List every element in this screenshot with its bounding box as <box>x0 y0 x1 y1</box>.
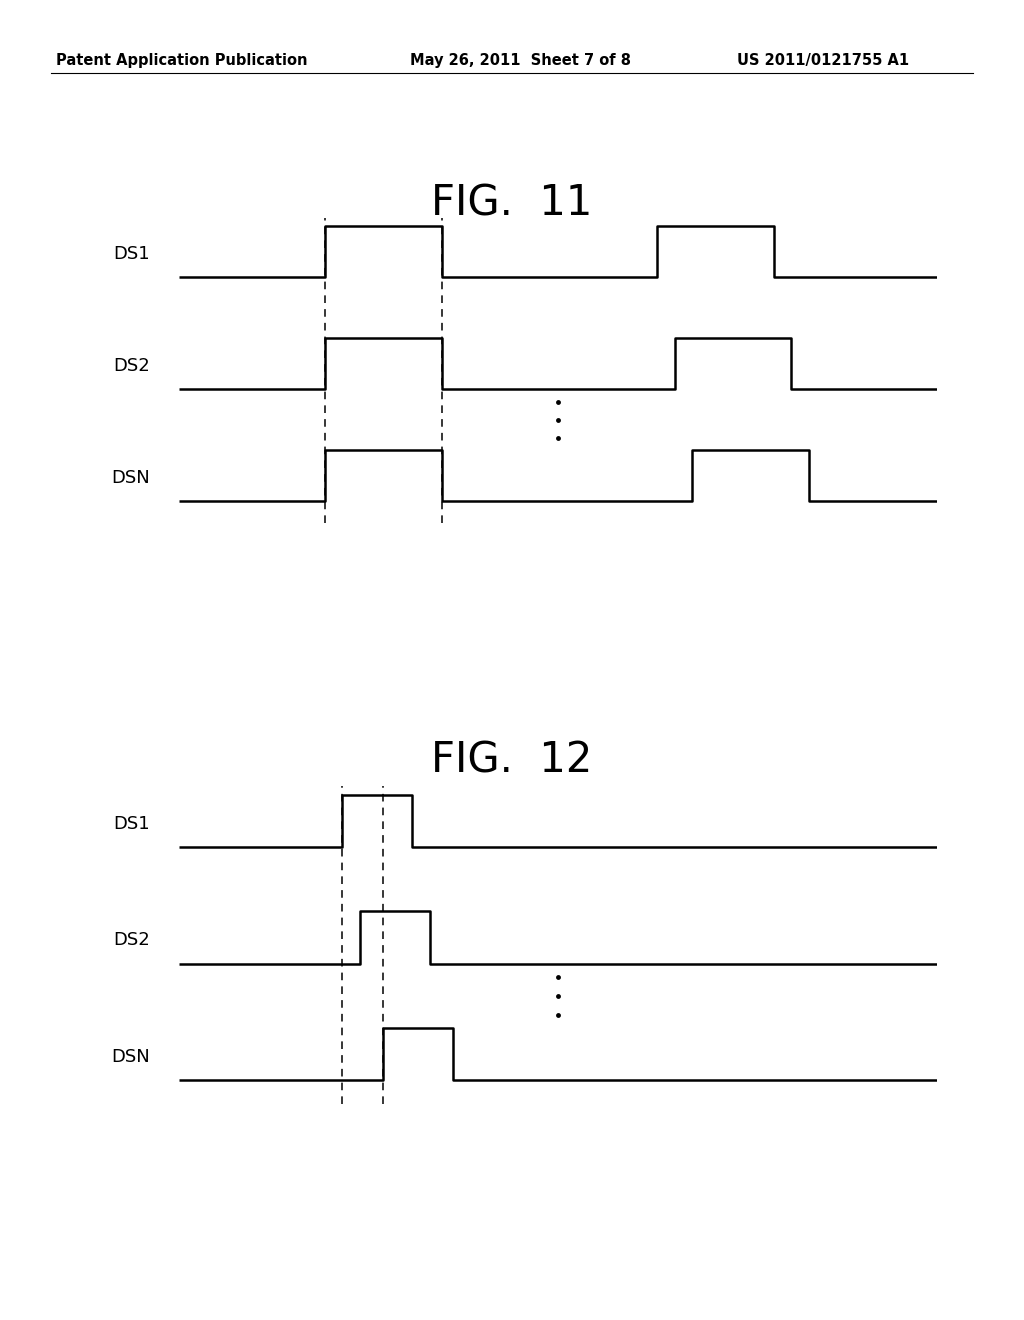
Text: DS2: DS2 <box>114 931 151 949</box>
Text: DSN: DSN <box>112 469 151 487</box>
Text: May 26, 2011  Sheet 7 of 8: May 26, 2011 Sheet 7 of 8 <box>410 53 631 67</box>
Text: DSN: DSN <box>112 1048 151 1065</box>
Text: US 2011/0121755 A1: US 2011/0121755 A1 <box>737 53 909 67</box>
Text: DS1: DS1 <box>114 814 151 833</box>
Text: DS2: DS2 <box>114 356 151 375</box>
Text: Patent Application Publication: Patent Application Publication <box>56 53 308 67</box>
Text: FIG.  12: FIG. 12 <box>431 739 593 781</box>
Text: DS1: DS1 <box>114 244 151 263</box>
Text: FIG.  11: FIG. 11 <box>431 182 593 224</box>
